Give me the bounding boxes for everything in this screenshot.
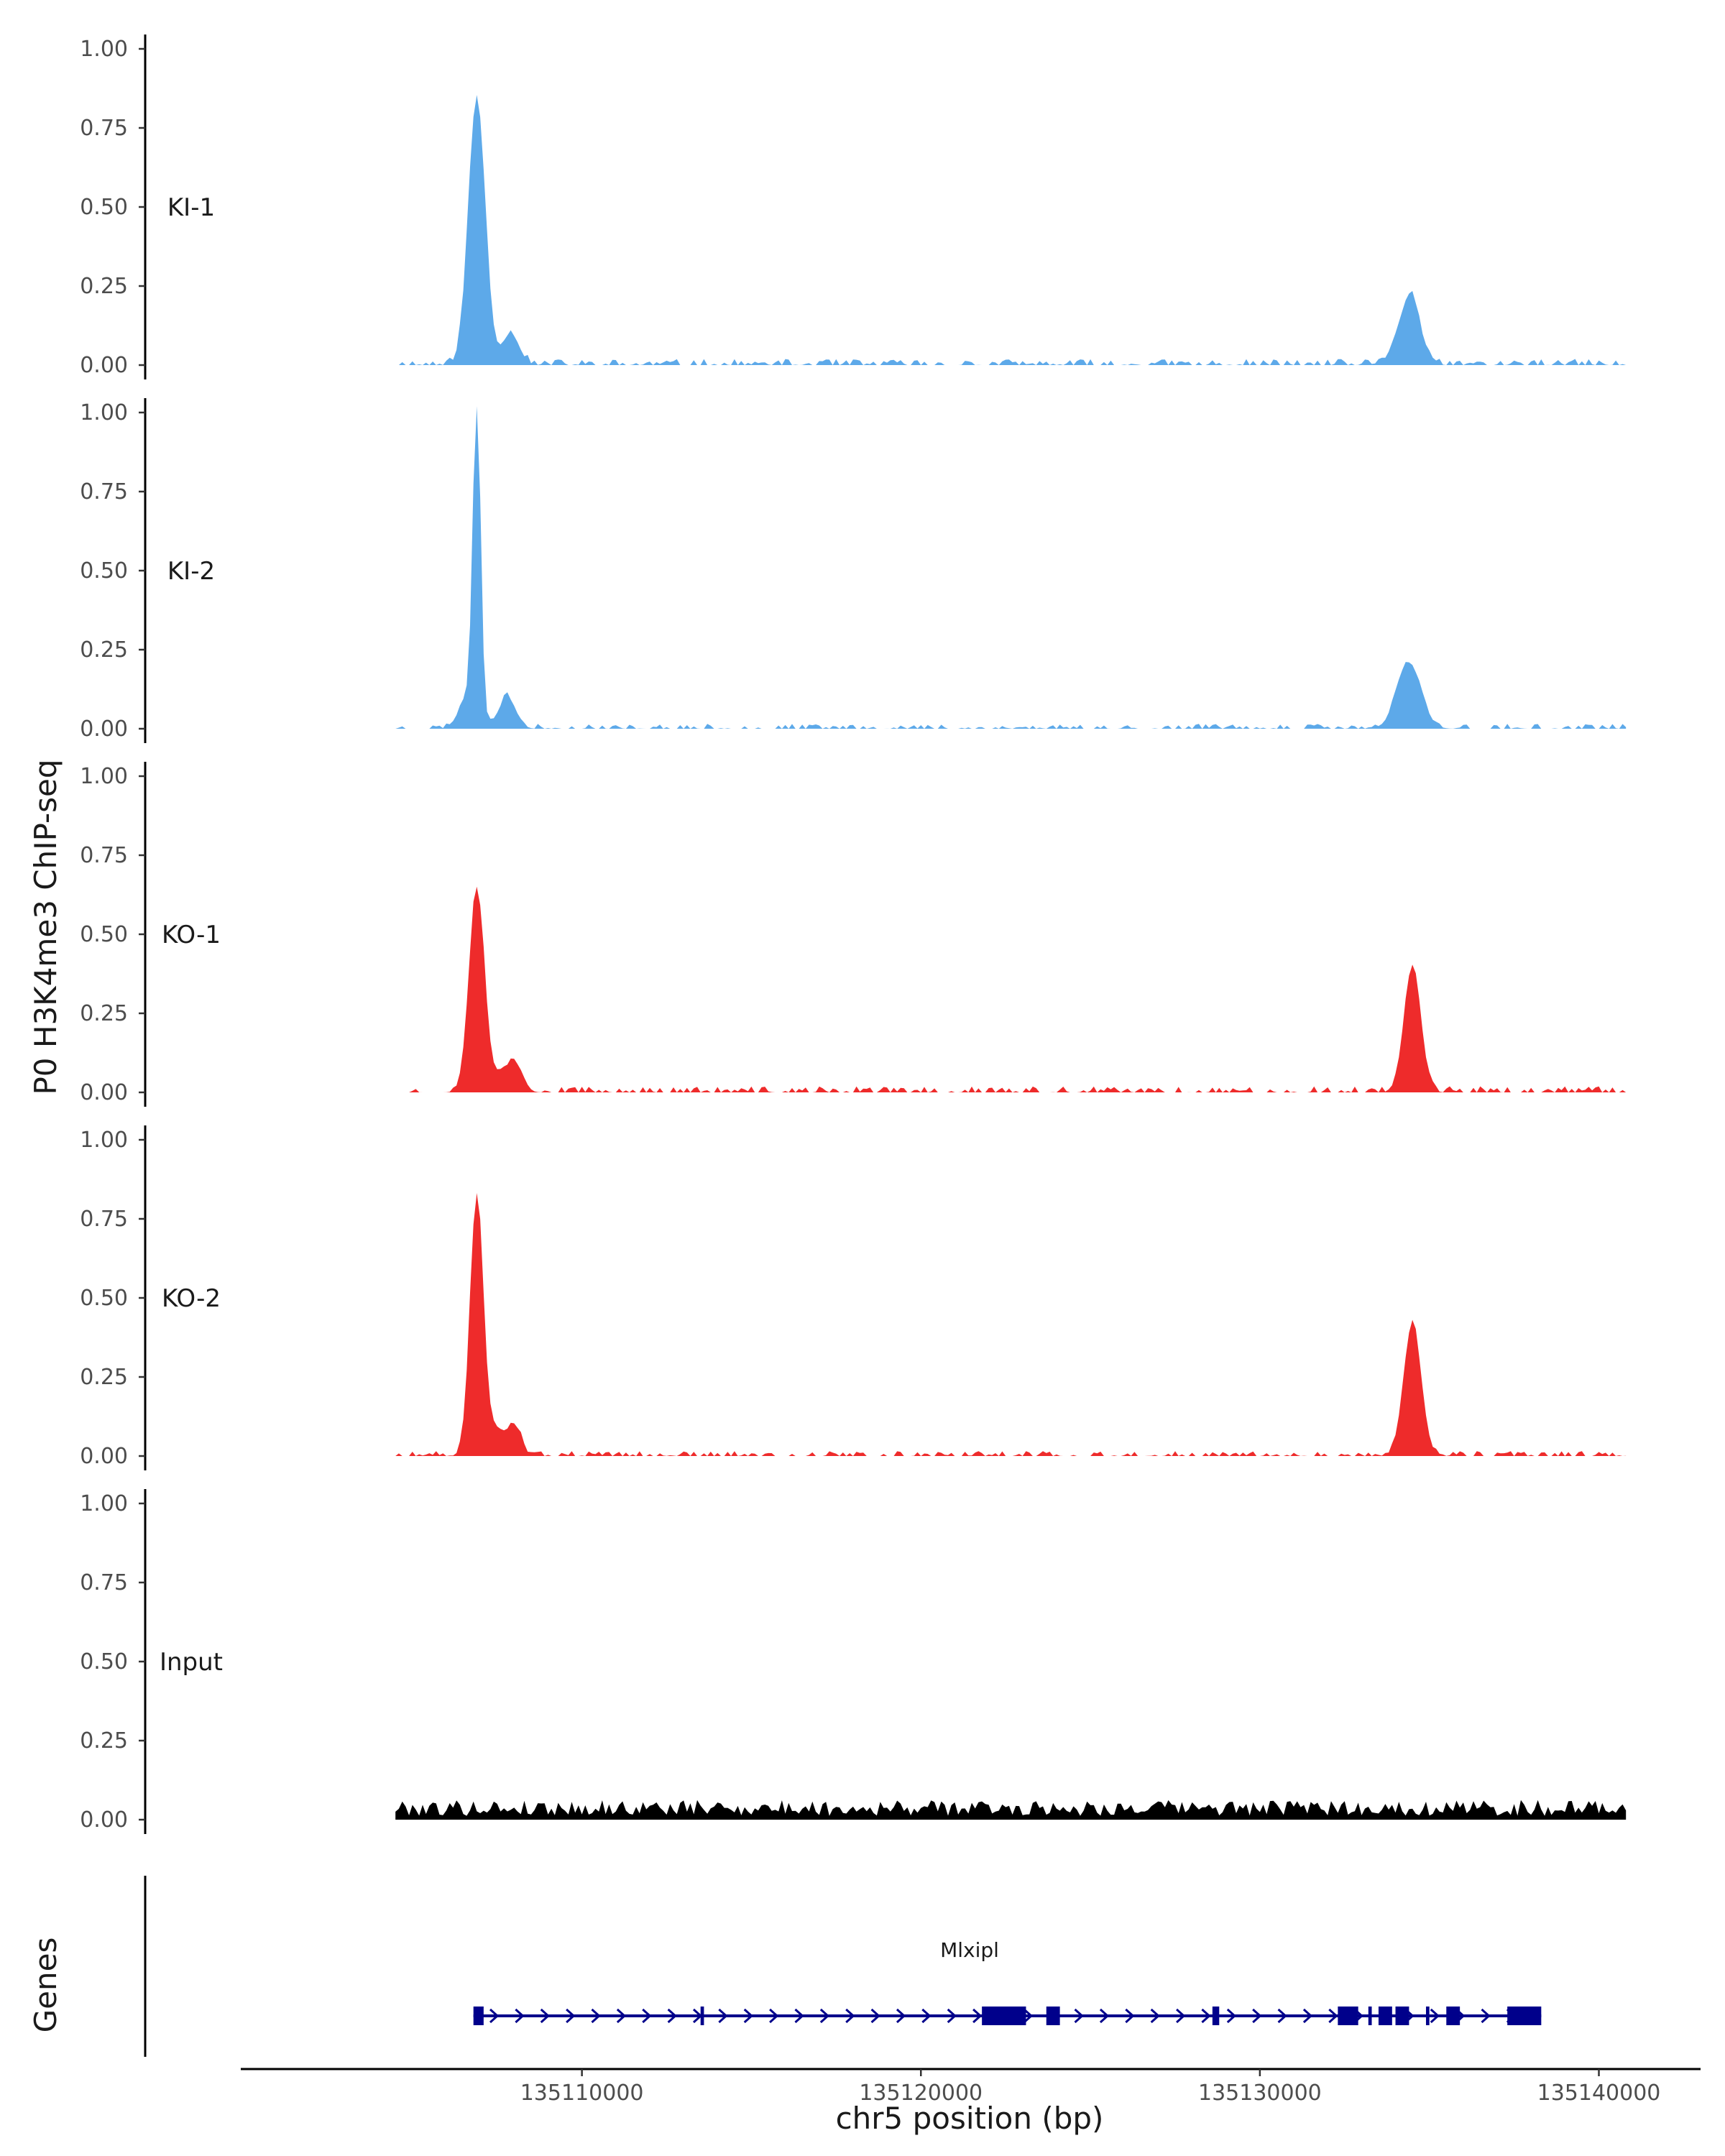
x-axis: 135110000 135120000 135130000 135140000: [241, 2068, 1701, 2106]
strand-arrow: [515, 2008, 525, 2024]
strand-arrow: [718, 2008, 728, 2024]
strand-arrow: [1481, 2008, 1491, 2024]
y-tick-label: 0.00: [80, 1080, 128, 1105]
strand-arrow: [616, 2008, 627, 2024]
track-label: KI-2: [167, 557, 215, 586]
strand-arrow: [845, 2008, 855, 2024]
gene-exon: [982, 2007, 1026, 2025]
genes-track-label: Genes: [28, 1938, 63, 2033]
track-ko-1: 0.00 0.25 0.50 0.75 1.00 KO-1: [80, 762, 1627, 1107]
gene-exon: [1446, 2007, 1460, 2025]
track-label: KO-1: [162, 921, 221, 949]
strand-arrow: [1150, 2008, 1160, 2024]
track-ki-2: 0.00 0.25 0.50 0.75 1.00 KI-2: [80, 398, 1627, 743]
y-tick-label: 0.75: [80, 479, 128, 505]
y-tick-label: 0.25: [80, 274, 128, 299]
y-tick-label: 0.50: [80, 558, 128, 584]
strand-arrow: [1302, 2008, 1313, 2024]
y-tick-label: 0.25: [80, 1001, 128, 1026]
y-tick-label: 0.50: [80, 922, 128, 947]
strand-arrow: [1125, 2008, 1135, 2024]
signal-area: [395, 95, 1627, 365]
y-tick-label: 0.00: [80, 353, 128, 378]
track-label: KO-2: [162, 1284, 221, 1313]
x-axis-title: chr5 position (bp): [836, 2101, 1104, 2136]
track-ki-1: 0.00 0.25 0.50 0.75 1.00 KI-1: [80, 34, 1627, 379]
strand-arrow: [489, 2008, 500, 2024]
strand-arrow: [591, 2008, 601, 2024]
y-tick-label: 0.75: [80, 1207, 128, 1232]
strand-arrow: [1201, 2008, 1211, 2024]
gene-exon: [1368, 2007, 1372, 2025]
gene-name-label: Mlxipl: [940, 1938, 999, 1962]
y-tick-label: 0.00: [80, 1444, 128, 1469]
track-ko-2: 0.00 0.25 0.50 0.75 1.00 KO-2: [80, 1125, 1627, 1470]
y-tick-label: 0.00: [80, 1807, 128, 1833]
gene-exon: [700, 2007, 704, 2025]
strand-arrow: [794, 2008, 804, 2024]
y-tick-label: 0.00: [80, 717, 128, 742]
y-tick-label: 1.00: [80, 1491, 128, 1516]
y-tick-label: 0.25: [80, 637, 128, 663]
strand-arrow: [667, 2008, 677, 2024]
y-tick-label: 0.25: [80, 1728, 128, 1754]
strand-arrow: [819, 2008, 830, 2024]
strand-arrow: [1277, 2008, 1287, 2024]
strand-arrow: [642, 2008, 652, 2024]
gene-exon: [1378, 2007, 1392, 2025]
strand-arrow: [1176, 2008, 1186, 2024]
strand-arrow: [896, 2008, 906, 2024]
strand-arrow: [1099, 2008, 1110, 2024]
strand-arrow: [1252, 2008, 1262, 2024]
strand-arrow: [921, 2008, 932, 2024]
y-tick-label: 0.25: [80, 1365, 128, 1390]
y-tick-label: 1.00: [80, 764, 128, 789]
gene-exon: [1338, 2007, 1358, 2025]
y-tick-label: 0.50: [80, 1286, 128, 1311]
track-label: Input: [160, 1648, 223, 1677]
track-input: 0.00 0.25 0.50 0.75 1.00 Input: [80, 1489, 1627, 1834]
strand-arrow: [1226, 2008, 1237, 2024]
signal-area: [395, 406, 1627, 729]
gene-exon: [1425, 2007, 1430, 2025]
y-tick-label: 0.75: [80, 843, 128, 868]
signal-area: [395, 1193, 1627, 1456]
y-tick-label: 1.00: [80, 400, 128, 425]
y-tick-label: 0.75: [80, 116, 128, 141]
strand-arrow: [540, 2008, 550, 2024]
y-tick-label: 1.00: [80, 1128, 128, 1153]
x-tick-label: 135110000: [520, 2081, 644, 2106]
tracks-layer: 0.00 0.25 0.50 0.75 1.00 KI-1 0.00 0.25 0.50 0.75…: [80, 34, 1627, 1834]
strand-arrow: [743, 2008, 753, 2024]
strand-arrow: [870, 2008, 880, 2024]
strand-arrow: [1074, 2008, 1084, 2024]
y-tick-label: 0.50: [80, 195, 128, 220]
strand-arrow: [1023, 2008, 1034, 2024]
strand-arrow: [947, 2008, 957, 2024]
y-tick-label: 0.50: [80, 1649, 128, 1674]
y-tick-label: 1.00: [80, 37, 128, 62]
x-tick-label: 135130000: [1198, 2081, 1322, 2106]
strand-arrow: [769, 2008, 779, 2024]
signal-area: [395, 886, 1627, 1092]
gene-exon: [1046, 2007, 1060, 2025]
gene-exon: [473, 2007, 484, 2025]
strand-arrow: [566, 2008, 576, 2024]
track-label: KI-1: [167, 193, 215, 222]
y-tick-label: 0.75: [80, 1570, 128, 1595]
x-tick-label: 135120000: [859, 2081, 983, 2106]
x-tick-label: 135140000: [1537, 2081, 1661, 2106]
signal-area: [395, 1800, 1627, 1820]
gene-exon: [1507, 2007, 1542, 2025]
strand-arrow: [1430, 2008, 1440, 2024]
gene-exon: [1395, 2007, 1409, 2025]
strand-arrow: [1328, 2008, 1338, 2024]
y-axis-title: P0 H3K4me3 ChIP-seq: [28, 759, 63, 1095]
strand-arrow: [972, 2008, 983, 2024]
genes-layer: Genes Mlxipl: [28, 1876, 1542, 2057]
gene-exon: [1212, 2007, 1220, 2025]
